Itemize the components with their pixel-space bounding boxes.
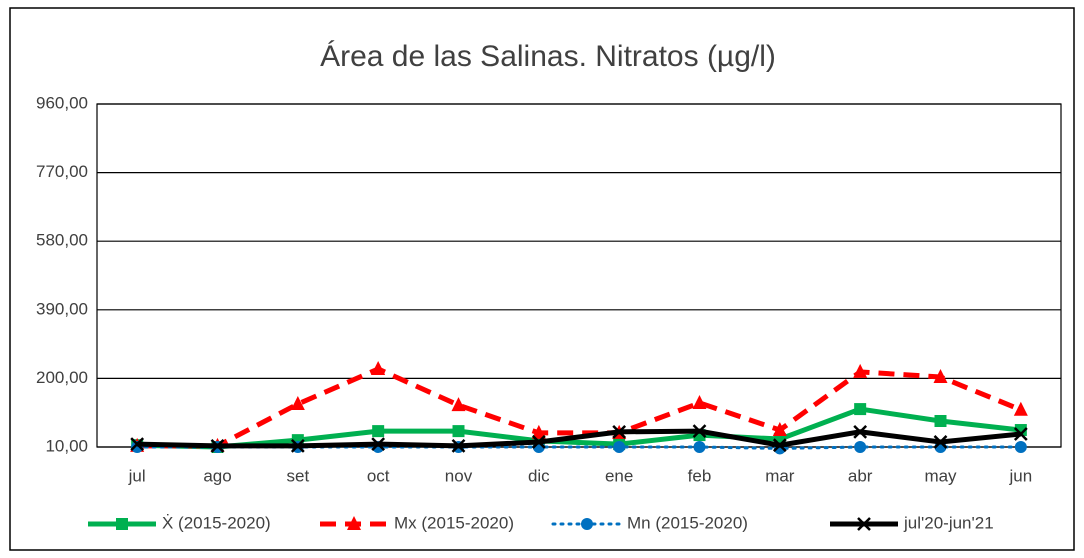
y-tick-label: 390,00 [36, 299, 88, 318]
x-tick-label: may [924, 466, 957, 485]
data-point [613, 441, 626, 453]
data-point [290, 439, 305, 453]
legend-marker [347, 516, 361, 530]
data-point [853, 363, 868, 378]
x-tick-label: oct [367, 466, 390, 485]
series-line [137, 366, 1022, 449]
data-point [692, 394, 707, 409]
data-point [452, 425, 465, 438]
x-tick-label: jun [1008, 466, 1032, 485]
legend-marker [581, 518, 593, 530]
legend-marker [116, 518, 128, 530]
data-point [692, 424, 707, 438]
series-line [137, 406, 1022, 450]
legend-label: jul'20-jun'21 [903, 513, 994, 532]
y-tick-label: 10,00 [45, 436, 88, 455]
x-tick-label: dic [528, 466, 550, 485]
data-point [693, 441, 706, 453]
data-point [772, 438, 787, 453]
legend-label: Mx (2015-2020) [394, 513, 514, 532]
x-tick-label: feb [688, 466, 712, 485]
data-point [854, 403, 867, 416]
data-point [371, 361, 386, 376]
y-tick-label: 200,00 [36, 368, 88, 387]
data-point [933, 368, 948, 383]
data-point [130, 437, 145, 451]
data-point [772, 422, 787, 437]
x-tick-label: nov [445, 466, 473, 485]
data-point [451, 439, 466, 453]
x-tick-label: ene [605, 466, 633, 485]
data-point [371, 437, 386, 451]
data-point [933, 435, 948, 449]
y-tick-label: 580,00 [36, 231, 88, 250]
data-point [612, 424, 627, 439]
data-point [1013, 401, 1028, 416]
data-point [451, 397, 466, 412]
y-tick-label: 960,00 [36, 93, 88, 112]
x-tick-label: jul [128, 466, 146, 485]
legend-label: Mn (2015-2020) [627, 513, 748, 532]
x-tick-label: abr [848, 466, 873, 485]
data-point [210, 439, 225, 453]
x-tick-label: set [286, 466, 309, 485]
data-point [1014, 424, 1027, 437]
chart-title: Área de las Salinas. Nitratos (µg/l) [320, 40, 776, 73]
data-point [531, 435, 546, 449]
series-line [137, 428, 1022, 449]
chart-border [9, 7, 1075, 551]
data-point [290, 396, 305, 411]
data-point [854, 441, 867, 453]
x-tick-label: ago [203, 466, 231, 485]
data-point [372, 425, 385, 438]
y-tick-label: 770,00 [36, 162, 88, 181]
legend-marker [857, 517, 871, 531]
legend-label: Ẋ (2015-2020) [162, 513, 271, 532]
data-point [531, 424, 546, 439]
data-point [1013, 427, 1028, 441]
x-tick-label: mar [765, 466, 795, 485]
data-point [853, 424, 868, 439]
data-point [934, 415, 947, 428]
data-point [1014, 441, 1027, 453]
